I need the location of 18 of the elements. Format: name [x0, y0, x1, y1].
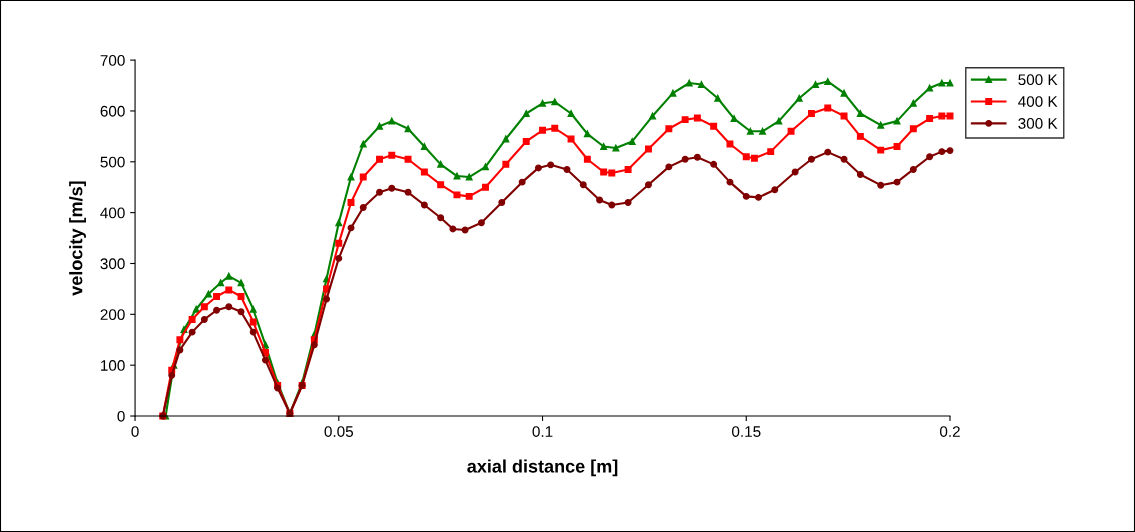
legend-label: 300 K — [1018, 118, 1058, 129]
y-tick-label: 200 — [100, 309, 125, 321]
x-tick-label: 0.2 — [939, 426, 960, 437]
legend-label: 500 K — [1018, 74, 1058, 86]
x-tick-label: 0.15 — [731, 426, 761, 437]
y-tick-label: 600 — [100, 105, 125, 117]
y-axis-title: velocity [m/s] — [69, 181, 86, 296]
y-tick-label: 500 — [100, 156, 125, 168]
y-tick-label: 300 — [100, 258, 125, 270]
x-axis-title: axial distance [m] — [467, 459, 618, 477]
x-tick-label: 0 — [131, 426, 139, 437]
y-tick-label: 400 — [100, 207, 125, 219]
x-tick-label: 0.1 — [532, 426, 553, 437]
legend-label: 400 K — [1018, 96, 1058, 107]
y-tick-label: 700 — [100, 54, 125, 66]
y-tick-label: 0 — [117, 410, 125, 422]
y-tick-label: 100 — [101, 360, 125, 371]
x-tick-label: 0.05 — [324, 426, 354, 437]
